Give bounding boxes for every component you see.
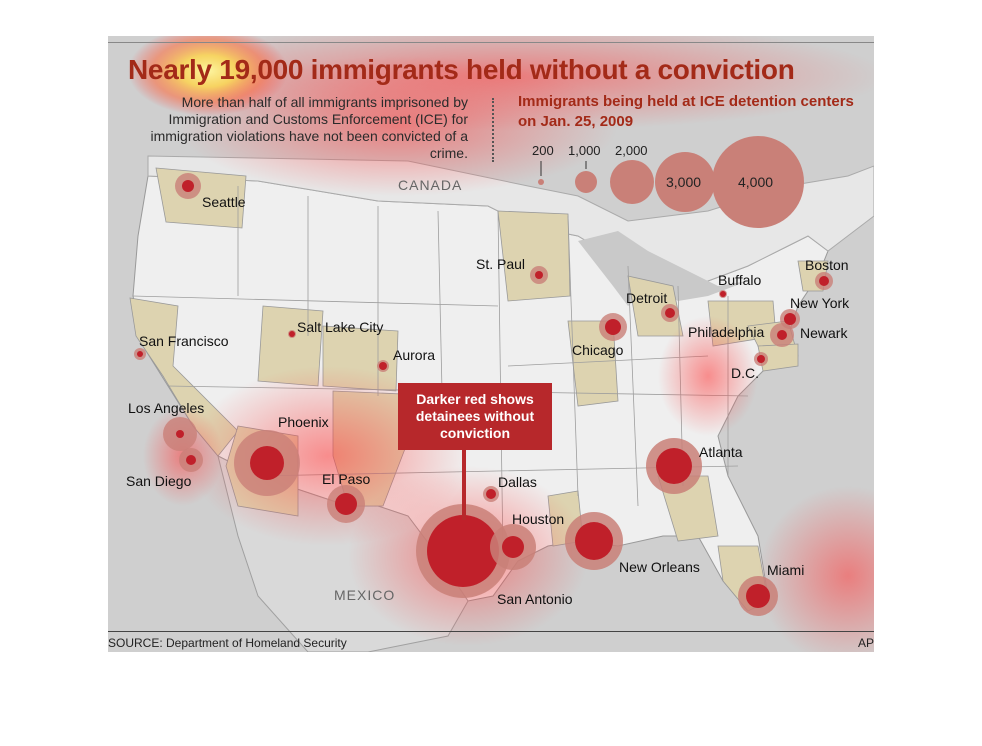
legend-title: Immigrants being held at ICE detention c… <box>518 93 854 130</box>
bubble-houston <box>490 524 536 570</box>
legend-label-1000: 1,000 <box>568 143 601 158</box>
city-label-newark: Newark <box>800 325 848 341</box>
callout-text: Darker red shows detainees without convi… <box>415 391 535 441</box>
city-label-san-diego: San Diego <box>126 473 192 489</box>
source-note: SOURCE: Department of Homeland Security <box>108 636 347 650</box>
bubble-buffalo <box>719 290 727 298</box>
city-label-miami: Miami <box>767 562 805 578</box>
city-label-los-angeles: Los Angeles <box>128 400 205 416</box>
callout-pointer <box>462 450 466 520</box>
city-label-san-francisco: San Francisco <box>139 333 229 349</box>
legend-circle-200 <box>538 179 544 185</box>
bubble-los-angeles <box>163 417 197 451</box>
country-label-canada: CANADA <box>398 177 463 193</box>
bubble-dc <box>754 352 768 366</box>
bubble-phoenix <box>234 430 300 496</box>
map-subtitle: More than half of all immigrants impriso… <box>150 94 468 161</box>
map-figure: Nearly 19,000 immigrants held without a … <box>108 36 874 652</box>
city-bubbles <box>134 173 833 616</box>
great-lakes <box>578 231 748 306</box>
city-label-el-paso: El Paso <box>322 471 371 487</box>
callout-box: Darker red shows detainees without convi… <box>398 383 552 450</box>
city-label-philadelphia: Philadelphia <box>688 324 765 340</box>
city-label-new-york: New York <box>790 295 850 311</box>
bottom-rule <box>108 631 874 632</box>
bubble-aurora <box>377 360 389 372</box>
bubble-chicago <box>599 313 627 341</box>
city-label-detroit: Detroit <box>626 290 668 306</box>
bubble-detroit <box>661 304 679 322</box>
size-legend-circles <box>538 136 804 228</box>
city-label-atlanta: Atlanta <box>699 444 743 460</box>
bubble-salt-lake-city <box>288 330 296 338</box>
credit-note: AP <box>857 636 874 650</box>
bubble-san-antonio <box>416 504 510 598</box>
legend-circle-1000 <box>575 171 597 193</box>
bubble-newark <box>770 323 794 347</box>
legend-circle-2000 <box>610 160 654 204</box>
city-label-san-antonio: San Antonio <box>497 591 573 607</box>
bubble-el-paso <box>327 485 365 523</box>
bubble-san-diego <box>179 448 203 472</box>
bubble-seattle <box>175 173 201 199</box>
bubble-dallas <box>483 486 499 502</box>
city-label-seattle: Seattle <box>202 194 246 210</box>
bubble-miami <box>738 576 778 616</box>
legend-circle-4000 <box>712 136 804 228</box>
legend-label-3000: 3,000 <box>666 174 702 190</box>
bubble-atlanta <box>646 438 702 494</box>
city-label-salt-lake-city: Salt Lake City <box>297 319 384 335</box>
bubble-boston <box>815 272 833 290</box>
legend-label-4000: 4,000 <box>738 174 774 190</box>
top-rule <box>108 42 874 43</box>
city-label-buffalo: Buffalo <box>718 272 762 288</box>
city-label-dallas: Dallas <box>498 474 537 490</box>
bubble-st-paul <box>530 266 548 284</box>
city-label-aurora: Aurora <box>393 347 436 363</box>
bubble-new-orleans <box>565 512 623 570</box>
city-label-boston: Boston <box>805 257 849 273</box>
city-label-st-paul: St. Paul <box>476 256 526 272</box>
legend-label-2000: 2,000 <box>615 143 648 158</box>
city-label-chicago: Chicago <box>572 342 624 358</box>
bubble-san-francisco <box>134 348 146 360</box>
city-label-dc: D.C. <box>731 365 759 381</box>
legend-label-200: 200 <box>532 143 554 158</box>
city-label-houston: Houston <box>512 511 565 527</box>
legend-circle-3000 <box>655 152 715 212</box>
country-label-mexico: MEXICO <box>334 587 396 603</box>
city-label-phoenix: Phoenix <box>278 414 329 430</box>
map-title: Nearly 19,000 immigrants held without a … <box>128 54 795 85</box>
header-divider <box>492 98 494 162</box>
city-label-new-orleans: New Orleans <box>619 559 700 575</box>
